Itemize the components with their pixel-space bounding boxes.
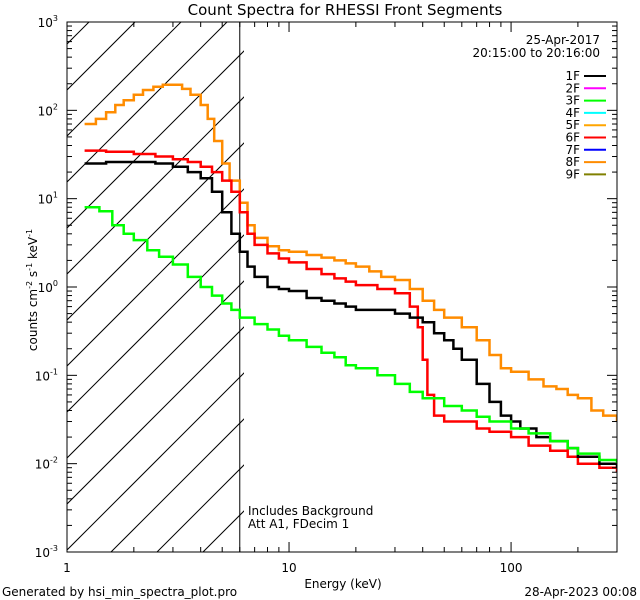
y-tick-label: 100 (38, 279, 58, 295)
series-6F (84, 149, 617, 473)
legend-label-1F: 1F (565, 69, 580, 83)
hatch-line (67, 50, 244, 229)
x-tick-label-10: 10 (281, 561, 296, 575)
legend-label-3F: 3F (565, 94, 580, 108)
y-tick-label: 10-3 (35, 544, 58, 560)
legend-label-8F: 8F (565, 155, 580, 169)
legend-label-4F: 4F (565, 106, 580, 120)
axis-ticks (66, 21, 618, 553)
legend-label-7F: 7F (565, 143, 580, 157)
x-tick-labels: 1 10 100 (63, 561, 522, 575)
hatch-line (67, 234, 244, 413)
footer-generator: Generated by hsi_min_spectra_plot.pro (2, 585, 237, 599)
series-1F (84, 160, 617, 468)
legend: 25-Apr-2017 20:15:00 to 20:16:00 1F2F3F4… (473, 33, 606, 181)
x-tick-label-1: 1 (63, 561, 71, 575)
y-tick-label: 10-1 (35, 367, 58, 383)
hatch-line (67, 22, 136, 91)
x-axis-label: Energy (keV) (304, 577, 381, 591)
legend-label-2F: 2F (565, 81, 580, 95)
annotation-attenuator: Att A1, FDecim 1 (248, 517, 349, 531)
plot-frame (66, 21, 618, 553)
hatch-line (67, 326, 244, 505)
legend-time-range: 20:15:00 to 20:16:00 (473, 46, 600, 60)
y-tick-label: 103 (38, 14, 58, 30)
hatch-line (67, 96, 244, 275)
chart-title: Count Spectra for RHESSI Front Segments (188, 1, 503, 19)
series-8F (84, 83, 617, 422)
annotation-background: Includes Background (248, 504, 373, 518)
footer-timestamp: 28-Apr-2023 00:08 (524, 585, 637, 599)
hatch-line (67, 22, 182, 137)
hatch-line (67, 188, 244, 367)
hatch-line (67, 372, 244, 551)
y-tick-labels: 10-3 10-2 10-1 100 101 102 103 (35, 14, 58, 560)
y-tick-label: 102 (38, 102, 58, 118)
hatch-line (295, 0, 640, 552)
legend-date: 25-Apr-2017 (526, 33, 600, 47)
y-axis-label: counts cm-2 s-1 keV-1 (25, 229, 40, 351)
legend-label-6F: 6F (565, 131, 580, 145)
y-tick-label: 101 (38, 191, 58, 207)
hatch-line (249, 0, 640, 552)
x-tick-label-100: 100 (500, 561, 523, 575)
hatch-line (0, 0, 27, 552)
y-tick-label: 10-2 (35, 456, 58, 472)
hatch-line (67, 142, 244, 321)
legend-label-9F: 9F (565, 167, 580, 181)
attenuator-hatch-region (0, 0, 640, 552)
hatch-line (110, 418, 244, 552)
series-layer (84, 83, 617, 473)
legend-label-5F: 5F (565, 118, 580, 132)
series-3F (84, 205, 617, 464)
